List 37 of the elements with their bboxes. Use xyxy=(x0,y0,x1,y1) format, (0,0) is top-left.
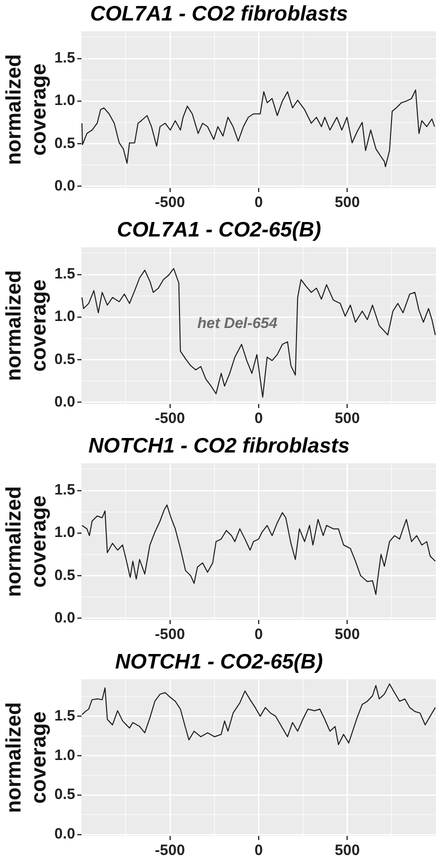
x-tick-label: -500 xyxy=(154,626,185,644)
chart-title: NOTCH1 - CO2-65(B) xyxy=(115,650,323,674)
annotation: het Del-654 xyxy=(197,315,278,332)
y-tick-label: 1.0 xyxy=(54,92,76,110)
x-tick-label: 0 xyxy=(254,410,263,428)
y-tick-label: 1.5 xyxy=(54,50,76,67)
x-tick-label: 500 xyxy=(334,842,360,860)
y-axis-title: normalized coverage xyxy=(2,54,51,166)
y-tick-label: 0.5 xyxy=(54,134,76,152)
y-axis-title: normalized coverage xyxy=(2,702,51,814)
y-tick-label: 1.0 xyxy=(54,308,76,326)
y-tick-label: 0.5 xyxy=(54,350,76,368)
y-tick-label: 0.0 xyxy=(54,826,76,843)
y-tick-label: 1.0 xyxy=(54,524,76,542)
y-tick-label: 0.5 xyxy=(54,786,76,804)
chart-title: COL7A1 - CO2-65(B) xyxy=(116,218,322,242)
y-tick-label: 1.5 xyxy=(54,266,76,283)
x-tick-label: -500 xyxy=(154,842,185,860)
y-tick-label: 1.5 xyxy=(54,707,76,724)
x-tick-label: 500 xyxy=(334,410,360,428)
y-tick-label: 0.0 xyxy=(54,177,76,194)
chart-title: NOTCH1 - CO2 fibroblasts xyxy=(88,434,350,458)
y-axis-title: normalized coverage xyxy=(2,270,51,382)
x-tick-label: -500 xyxy=(154,194,185,212)
x-tick-label: 0 xyxy=(254,626,263,644)
x-tick-label: -500 xyxy=(154,410,185,428)
y-tick-label: 1.5 xyxy=(54,482,76,499)
y-tick-label: 0.5 xyxy=(54,566,76,584)
x-tick-label: 500 xyxy=(334,194,360,212)
y-tick-label: 1.0 xyxy=(54,746,76,764)
x-tick-label: 0 xyxy=(254,842,263,860)
chart-title: COL7A1 - CO2 fibroblasts xyxy=(90,2,348,26)
y-tick-label: 0.0 xyxy=(54,393,76,410)
y-axis-title: normalized coverage xyxy=(2,486,51,598)
x-tick-label: 500 xyxy=(334,626,360,644)
x-tick-label: 0 xyxy=(254,194,263,212)
y-tick-label: 0.0 xyxy=(54,609,76,626)
